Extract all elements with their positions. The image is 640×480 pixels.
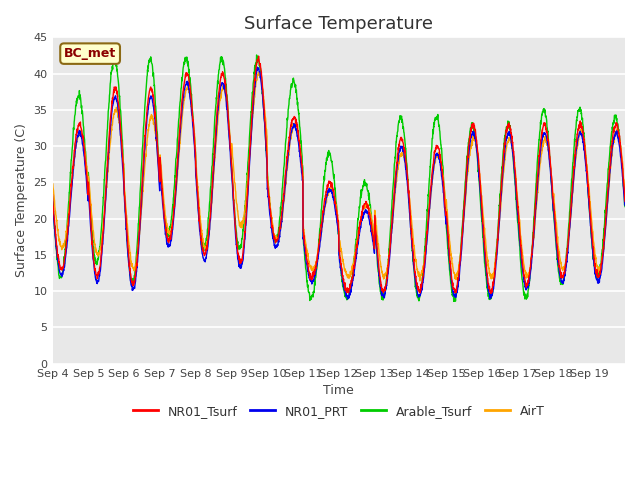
Arable_Tsurf: [49, 193, 56, 199]
Arable_Tsurf: [512, 191, 520, 197]
X-axis label: Time: Time: [323, 384, 354, 397]
NR01_Tsurf: [544, 138, 552, 144]
Arable_Tsurf: [614, 120, 621, 126]
NR01_PRT: [49, 199, 56, 205]
NR01_PRT: [344, 296, 351, 302]
AirT: [49, 180, 56, 186]
NR01_PRT: [229, 196, 237, 202]
Arable_Tsurf: [229, 193, 237, 199]
NR01_Tsurf: [255, 53, 262, 59]
AirT: [614, 128, 621, 133]
NR01_PRT: [621, 203, 629, 208]
Arable_Tsurf: [450, 299, 458, 304]
Arable_Tsurf: [544, 129, 552, 134]
NR01_PRT: [544, 143, 552, 148]
AirT: [512, 171, 520, 177]
NR01_PRT: [253, 64, 261, 70]
Line: AirT: AirT: [52, 72, 625, 281]
Arable_Tsurf: [253, 52, 260, 58]
NR01_PRT: [106, 133, 113, 139]
NR01_Tsurf: [614, 121, 621, 127]
Line: Arable_Tsurf: Arable_Tsurf: [52, 55, 625, 301]
NR01_Tsurf: [487, 290, 495, 296]
Line: NR01_PRT: NR01_PRT: [52, 67, 625, 299]
AirT: [544, 143, 552, 149]
AirT: [255, 70, 262, 75]
NR01_PRT: [512, 183, 520, 189]
NR01_Tsurf: [106, 127, 113, 132]
Text: BC_met: BC_met: [64, 47, 116, 60]
Arable_Tsurf: [106, 91, 113, 97]
NR01_Tsurf: [49, 192, 56, 198]
AirT: [416, 278, 424, 284]
AirT: [374, 233, 381, 239]
NR01_PRT: [614, 133, 621, 139]
Legend: NR01_Tsurf, NR01_PRT, Arable_Tsurf, AirT: NR01_Tsurf, NR01_PRT, Arable_Tsurf, AirT: [128, 400, 550, 423]
AirT: [229, 161, 237, 167]
Arable_Tsurf: [374, 260, 381, 266]
AirT: [106, 145, 113, 151]
Arable_Tsurf: [621, 204, 629, 209]
NR01_PRT: [374, 259, 381, 264]
NR01_Tsurf: [621, 199, 629, 204]
NR01_Tsurf: [512, 176, 520, 181]
NR01_Tsurf: [229, 188, 237, 194]
Line: NR01_Tsurf: NR01_Tsurf: [52, 56, 625, 293]
AirT: [621, 188, 629, 193]
Y-axis label: Surface Temperature (C): Surface Temperature (C): [15, 123, 28, 277]
Title: Surface Temperature: Surface Temperature: [244, 15, 433, 33]
NR01_Tsurf: [374, 249, 381, 254]
